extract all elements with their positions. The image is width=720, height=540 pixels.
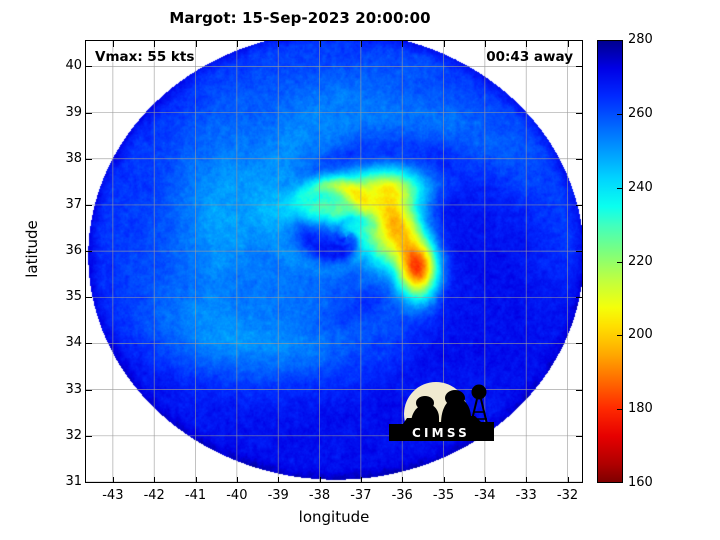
x-tick-mark [278,477,280,483]
x-tick-mark [154,41,156,47]
colorbar-tick-label: 260 [628,105,653,121]
y-tick-mark [86,297,92,299]
y-tick-label: 34 [65,335,82,351]
x-tick-label: -39 [267,488,289,503]
x-tick-mark [484,41,486,47]
x-tick-mark [360,41,362,47]
x-tick-mark [567,41,569,47]
cimss-logo: CIMSS [389,382,494,441]
colorbar-tick-mark [617,409,622,411]
y-tick-label: 31 [65,474,82,489]
y-tick-mark [86,435,92,437]
x-tick-mark [443,41,445,47]
x-tick-mark [112,41,114,47]
y-tick-mark [86,251,92,253]
colorbar-tick-label: 200 [628,327,653,343]
y-tick-mark [86,204,92,206]
y-tick-mark [576,297,582,299]
x-tick-mark [319,41,321,47]
colorbar-tick-label: 220 [628,253,653,269]
y-tick-mark [576,112,582,114]
colorbar-tick-label: 180 [628,401,653,417]
y-tick-mark [576,66,582,68]
colorbar-tick-label: 280 [628,32,653,47]
y-tick-label: 33 [65,381,82,397]
y-axis-label: latitude [23,220,41,278]
x-tick-label: -32 [556,488,579,503]
x-tick-mark [526,477,528,483]
y-tick-mark [576,204,582,206]
x-tick-mark [195,477,197,483]
y-tick-mark [86,66,92,68]
x-tick-label: -41 [184,488,207,503]
y-tick-mark [576,482,582,483]
x-tick-label: -40 [226,488,248,503]
colorbar-tick-mark [617,187,622,189]
x-tick-label: -37 [350,488,372,503]
x-tick-mark [484,477,486,483]
y-tick-mark [86,389,92,391]
x-tick-mark [154,477,156,483]
x-tick-mark [278,41,280,47]
x-tick-label: -43 [102,488,124,503]
x-axis-label: longitude [298,508,370,526]
x-tick-mark [236,41,238,47]
y-tick-mark [576,251,582,253]
y-tick-mark [576,158,582,160]
y-tick-mark [576,435,582,437]
time-away-annotation: 00:43 away [486,49,573,65]
y-tick-label: 32 [65,427,82,443]
x-tick-label: -33 [515,488,537,503]
x-tick-mark [402,41,404,47]
y-tick-mark [576,343,582,345]
y-tick-label: 37 [65,196,82,212]
y-tick-mark [86,112,92,114]
x-tick-mark [195,41,197,47]
microwave-swath-image [86,41,582,482]
x-tick-mark [443,477,445,483]
vmax-annotation: Vmax: 55 kts [95,49,195,65]
y-tick-label: 40 [65,58,82,74]
x-tick-label: -36 [391,488,413,503]
colorbar-tick-mark [617,113,622,115]
y-tick-label: 35 [65,289,82,305]
y-tick-label: 38 [65,150,82,166]
y-tick-mark [576,389,582,391]
x-tick-mark [112,477,114,483]
x-tick-mark [319,477,321,483]
x-tick-mark [360,477,362,483]
x-tick-label: -34 [474,488,496,503]
y-tick-label: 36 [65,243,82,259]
colorbar-tick-label: 240 [628,179,653,195]
x-tick-label: -35 [432,488,455,503]
y-tick-mark [86,482,92,483]
y-tick-label: 39 [65,104,82,120]
figure-title: Margot: 15-Sep-2023 20:00:00 [169,9,431,27]
y-tick-mark [86,343,92,345]
grid-overlay [86,41,582,482]
x-tick-mark [567,477,569,483]
plot-area: Vmax: 55 kts 00:43 away [85,40,583,483]
x-tick-label: -42 [143,488,165,503]
y-tick-mark [86,158,92,160]
cimss-logo-text: CIMSS [412,426,470,440]
colorbar-tick-mark [617,335,622,337]
x-tick-mark [526,41,528,47]
colorbar-tick-label: 160 [628,475,653,490]
x-tick-mark [236,477,238,483]
colorbar-tick-mark [617,261,622,263]
x-tick-mark [402,477,404,483]
x-tick-label: -38 [308,488,331,503]
